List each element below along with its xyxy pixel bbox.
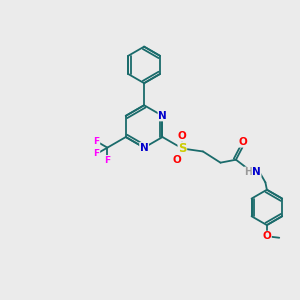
Text: F: F	[104, 155, 110, 164]
Text: N: N	[140, 142, 148, 153]
Text: S: S	[178, 142, 187, 155]
Text: H: H	[244, 167, 253, 177]
Text: O: O	[262, 231, 271, 241]
Text: O: O	[238, 137, 247, 147]
Text: O: O	[172, 155, 181, 165]
Text: N: N	[252, 167, 261, 177]
Text: F: F	[94, 137, 100, 146]
Text: N: N	[158, 111, 167, 121]
Text: O: O	[178, 131, 187, 141]
Text: F: F	[94, 149, 100, 158]
